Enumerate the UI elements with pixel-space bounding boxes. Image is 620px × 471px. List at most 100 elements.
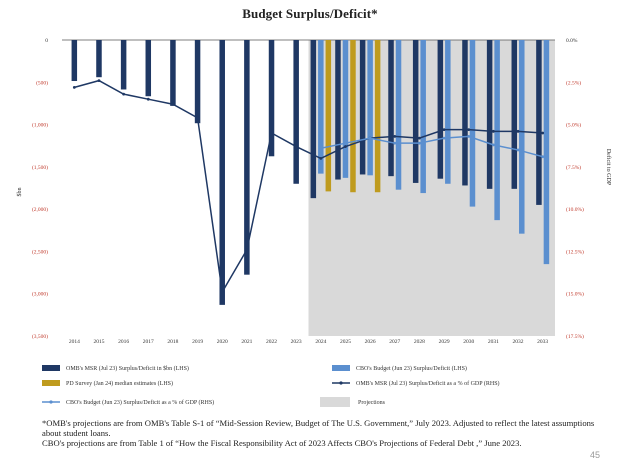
legend-label: Projections <box>358 400 386 406</box>
omb-pct-gdp-point <box>245 248 249 252</box>
right-axis-title: Deficit to GDP <box>605 149 612 186</box>
omb-pct-gdp-point <box>196 116 199 120</box>
left-tick-label: 0 <box>45 38 48 44</box>
x-tick-label: 2026 <box>365 339 376 345</box>
left-tick-label: (500) <box>36 79 48 86</box>
omb-pct-gdp-point <box>294 145 298 148</box>
right-tick-label: (15.0%) <box>566 291 584 298</box>
omb-pct-gdp-point <box>171 102 175 106</box>
legend-label: OMB's MSR (Jul 23) Surplus/Deficit in $b… <box>66 365 189 372</box>
omb-pct-gdp-point <box>220 290 224 294</box>
cbo-pct-gdp-point <box>516 148 520 152</box>
bar-series <box>71 40 550 305</box>
x-tick-label: 2022 <box>266 339 277 345</box>
bar-pd-survey <box>325 40 332 192</box>
bar-cbo <box>420 40 426 194</box>
omb-pct-gdp-point <box>72 85 76 89</box>
bar-omb <box>511 40 518 189</box>
bar-omb <box>145 40 152 97</box>
x-tick-label: 2025 <box>340 339 351 345</box>
omb-pct-gdp-point <box>270 131 273 135</box>
omb-pct-gdp-point <box>516 129 520 133</box>
cbo-pct-gdp-point <box>368 136 372 140</box>
cbo-pct-gdp-point <box>541 155 545 159</box>
cbo-pct-gdp-point <box>491 143 495 147</box>
omb-pct-gdp-point <box>541 131 545 135</box>
legend-label: PD Survey (Jan 24) median estimates (LHS… <box>66 380 173 387</box>
bar-omb <box>412 40 419 183</box>
bar-omb <box>486 40 493 189</box>
cbo-pct-gdp-point <box>319 146 323 150</box>
left-tick-label: (3,500) <box>32 333 48 340</box>
omb-pct-gdp-point <box>442 128 446 132</box>
bar-cbo <box>445 40 451 184</box>
omb-pct-gdp-point <box>344 145 347 148</box>
omb-pct-gdp-point <box>97 79 101 82</box>
left-tick-label: (3,000) <box>32 291 48 298</box>
omb-pct-gdp-line <box>74 79 543 295</box>
x-tick-label: 2033 <box>537 339 548 345</box>
bar-cbo <box>469 40 476 207</box>
bar-omb <box>268 40 275 157</box>
legend-label: CBO's Budget (Jun 23) Surplus/Deficit as… <box>66 399 214 406</box>
x-tick-label: 2017 <box>143 339 154 345</box>
chart-title: Budget Surplus/Deficit* <box>242 6 378 21</box>
left-tick-label: (2,000) <box>32 206 48 213</box>
x-tick-label: 2019 <box>192 339 203 345</box>
bar-omb <box>194 40 201 124</box>
bar-cbo <box>318 40 324 174</box>
x-tick-label: 2029 <box>439 339 450 345</box>
right-tick-label: (10.0%) <box>566 206 584 213</box>
x-tick-label: 2030 <box>463 339 474 345</box>
bar-pd-survey <box>350 40 356 193</box>
x-tick-label: 2024 <box>315 339 326 345</box>
x-tick-label: 2027 <box>389 339 400 345</box>
bar-cbo <box>395 40 402 190</box>
cbo-pct-gdp-line <box>320 135 543 158</box>
omb-pct-gdp-point <box>122 92 126 96</box>
x-tick-label: 2020 <box>217 339 228 345</box>
right-tick-label: (12.5%) <box>566 248 584 255</box>
x-tick-label: 2015 <box>93 339 104 345</box>
legend: OMB's MSR (Jul 23) Surplus/Deficit in $b… <box>42 365 500 407</box>
left-axis-ticks: 0 (500) (1,000) (1,500) (2,000) (2,500) (3,000… <box>32 38 48 340</box>
right-tick-label: (5.0%) <box>566 122 581 129</box>
bar-omb <box>170 40 176 106</box>
bar-omb <box>437 40 444 179</box>
bar-cbo <box>367 40 373 176</box>
bar-omb <box>335 40 341 180</box>
left-tick-label: (1,000) <box>32 122 48 129</box>
x-tick-label: 2018 <box>167 339 178 345</box>
omb-pct-gdp-point <box>491 129 495 133</box>
bar-omb <box>462 40 468 186</box>
bar-omb <box>120 40 127 90</box>
bar-omb <box>388 40 394 177</box>
legend-swatch-bar <box>42 365 60 371</box>
right-axis-ticks: 0.0% (2.5%) (5.0%) (7.5%) (10.0%) (12.5%) (15.… <box>566 38 584 340</box>
x-tick-label: 2016 <box>118 339 129 345</box>
cbo-pct-gdp-point <box>418 141 421 145</box>
bar-omb <box>536 40 542 205</box>
right-tick-label: (2.5%) <box>566 79 581 86</box>
left-tick-label: (1,500) <box>32 164 48 171</box>
bar-omb <box>71 40 78 82</box>
x-axis-ticks: 2014 2015 2016 2017 2018 2019 2020 2021 2022 2023… <box>69 339 549 345</box>
bar-omb <box>96 40 102 78</box>
bar-cbo <box>342 40 349 178</box>
footnote: *OMB's projections are from OMB's Table … <box>42 418 602 449</box>
legend-swatch-bar <box>42 380 60 386</box>
legend-swatch-area <box>320 397 350 407</box>
legend-swatch-bar <box>332 365 350 371</box>
legend-label: CBO's Budget (Jun 23) Surplus/Deficit (L… <box>356 365 467 372</box>
bar-cbo <box>519 40 525 234</box>
bar-omb <box>359 40 366 175</box>
omb-pct-gdp-point <box>467 128 471 132</box>
legend-swatch-marker <box>49 400 53 404</box>
cbo-pct-gdp-point <box>442 136 446 140</box>
x-tick-label: 2023 <box>291 339 302 345</box>
cbo-pct-gdp-point <box>467 135 471 138</box>
left-tick-label: (2,500) <box>32 248 48 255</box>
bar-cbo <box>543 40 550 265</box>
bar-pd-survey <box>374 40 381 193</box>
footnote-line-1: *OMB's projections are from OMB's Table … <box>42 418 595 439</box>
